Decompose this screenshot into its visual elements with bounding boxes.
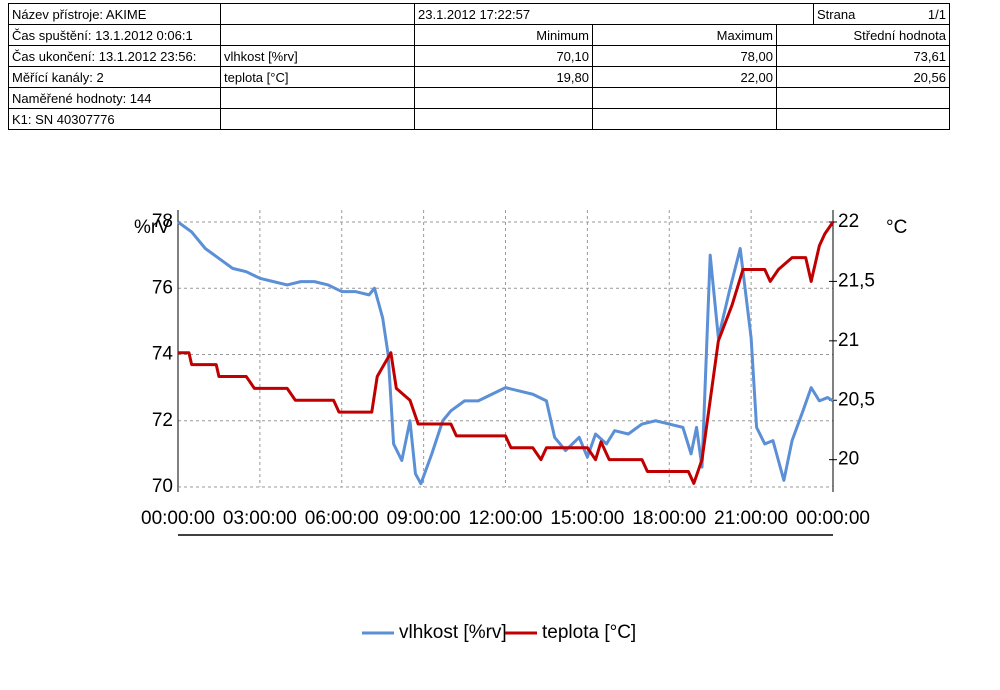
cell [220,108,415,130]
info-table: Název přístroje: AKIME 23.1.2012 17:22:5… [8,3,950,130]
y-tick-label: 74 [152,344,174,365]
cell [220,3,415,25]
cell: 70,10 [414,45,593,67]
column-header: Minimum [414,24,593,46]
column-header: Střední hodnota [776,24,950,46]
page-label: Strana [817,6,856,22]
y-tick-label: 76 [152,277,173,298]
y2-tick-label: 20 [838,449,859,470]
x-tick-label: 15:00:00 [550,508,624,529]
cell [592,108,777,130]
cell [414,108,593,130]
page-number: 1/1 [927,6,946,22]
cell [776,87,950,109]
series-line [178,221,835,485]
x-tick-label: 00:00:00 [796,508,870,529]
cell: K1: SN 40307776 [8,108,221,130]
y2-tick-label: 22 [838,211,859,232]
cell: Naměřené hodnoty: 144 [8,87,221,109]
y-axis-label: %rV [134,217,170,238]
x-tick-label: 03:00:00 [223,508,297,529]
legend-label: vlhkost [%rv] [399,622,507,643]
cell: 20,56 [776,66,950,88]
column-header: Maximum [592,24,777,46]
cell: 78,00 [592,45,777,67]
y2-tick-label: 21,5 [838,270,875,291]
cell: 22,00 [592,66,777,88]
cell [592,87,777,109]
y-tick-label: 78 [152,211,173,232]
cell: Měřící kanály: 2 [8,66,221,88]
row-header: teplota [°C] [220,66,415,88]
y2-tick-label: 20,5 [838,389,875,410]
legend-label: teplota [°C] [542,622,636,643]
cell [220,87,415,109]
cell: Čas spuštění: 13.1.2012 0:06:1 [8,24,221,46]
x-tick-label: 06:00:00 [305,508,379,529]
x-tick-label: 21:00:00 [714,508,788,529]
y2-axis-label: °C [886,217,907,238]
y-tick-label: 70 [152,476,173,497]
cell: 19,80 [414,66,593,88]
cell [220,24,415,46]
series-line [177,220,834,486]
cell: 23.1.2012 17:22:57 [414,3,814,25]
cell: Strana 1/1 [813,3,950,25]
cell: Čas ukončení: 13.1.2012 23:56: [8,45,221,67]
cell [776,108,950,130]
cell [414,87,593,109]
x-tick-label: 12:00:00 [469,508,543,529]
cell: 73,61 [776,45,950,67]
y-tick-label: 72 [152,410,173,431]
x-tick-label: 18:00:00 [632,508,706,529]
x-tick-label: 00:00:00 [141,508,215,529]
cell: Název přístroje: AKIME [8,3,221,25]
y2-tick-label: 21 [838,330,859,351]
row-header: vlhkost [%rv] [220,45,415,67]
x-tick-label: 09:00:00 [387,508,461,529]
